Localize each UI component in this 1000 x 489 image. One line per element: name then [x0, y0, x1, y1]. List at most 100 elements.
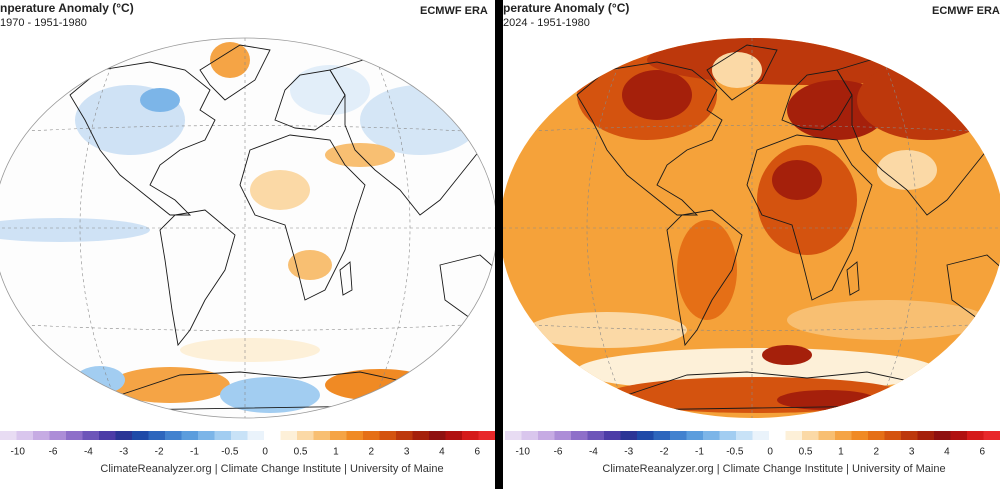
- colorbar-swatch: [379, 431, 397, 440]
- colorbar-swatch: [901, 431, 918, 440]
- colorbar-swatch: [835, 431, 852, 440]
- colorbar-label: -2: [155, 447, 164, 458]
- colorbar-label: -4: [84, 447, 93, 458]
- colorbar-swatch: [884, 431, 902, 440]
- colorbar-swatch: [16, 431, 34, 440]
- colorbar-swatch: [99, 431, 116, 440]
- colorbar-swatch: [604, 431, 621, 440]
- colorbar-label: -6: [49, 447, 58, 458]
- colorbar-swatch: [769, 431, 786, 440]
- colorbar-swatch: [571, 431, 588, 440]
- colorbar-swatch: [950, 431, 968, 440]
- colorbar-label: 6: [475, 447, 481, 458]
- colorbar-swatch: [802, 431, 819, 440]
- colorbar-swatch: [670, 431, 687, 440]
- colorbar-label: 4: [944, 447, 950, 458]
- colorbar-label: -0.5: [221, 447, 239, 458]
- colorbar-swatch: [851, 431, 869, 440]
- colorbar-swatch: [313, 431, 331, 440]
- colorbar-swatch: [505, 431, 522, 440]
- colorbar-label: 0: [262, 447, 268, 458]
- colorbar-swatch: [429, 431, 446, 440]
- data-source: ECMWF ERA: [420, 5, 488, 17]
- map-subtitle: 1970 - 1951-1980: [0, 17, 87, 29]
- colorbar-label: 0: [767, 447, 773, 458]
- colorbar-label: -10: [515, 447, 530, 458]
- colorbar-swatch: [0, 431, 17, 440]
- colorbar-label: 0.5: [294, 447, 308, 458]
- colorbar-swatch: [587, 431, 605, 440]
- colorbar-label: -4: [589, 447, 598, 458]
- divider: [495, 0, 503, 489]
- colorbar-swatch: [330, 431, 347, 440]
- colorbar-swatch: [148, 431, 166, 440]
- colorbar-swatch: [214, 431, 232, 440]
- colorbar-swatch: [554, 431, 572, 440]
- map-subtitle: 2024 - 1951-1980: [503, 17, 590, 29]
- colorbar-swatch: [396, 431, 413, 440]
- map-1970: nperature Anomaly (°C) 1970 - 1951-1980 …: [0, 1, 495, 475]
- colorbar-swatch: [934, 431, 951, 440]
- colorbar-swatch: [538, 431, 555, 440]
- colorbar-swatch: [719, 431, 737, 440]
- colorbar-label: 4: [439, 447, 445, 458]
- colorbar-swatch: [33, 431, 50, 440]
- colorbar-label: -0.5: [726, 447, 744, 458]
- colorbar-label: 0.5: [799, 447, 813, 458]
- colorbar-label: -3: [119, 447, 128, 458]
- colorbar: -10 -6 -4 -3 -2 -1 -0.5 0 0.5 1 2 3 4 6: [0, 431, 495, 458]
- footer: ClimateReanalyzer.org | Climate Change I…: [100, 463, 443, 475]
- colorbar-swatch: [445, 431, 463, 440]
- map-2024: perature Anomaly (°C) 2024 - 1951-1980 E…: [503, 1, 1000, 475]
- colorbar-swatch: [736, 431, 753, 440]
- colorbar-swatch: [198, 431, 215, 440]
- colorbar-swatch: [280, 431, 298, 440]
- colorbar-swatch: [752, 431, 770, 440]
- colorbar-label: -1: [190, 447, 199, 458]
- colorbar-swatch: [181, 431, 199, 440]
- colorbar-swatch: [785, 431, 803, 440]
- colorbar-label: 3: [909, 447, 915, 458]
- colorbar-swatch: [637, 431, 654, 440]
- colorbar-label: -3: [624, 447, 633, 458]
- colorbar-swatch: [82, 431, 100, 440]
- colorbar-swatch: [686, 431, 704, 440]
- colorbar-swatch: [462, 431, 479, 440]
- footer: ClimateReanalyzer.org | Climate Change I…: [602, 463, 945, 475]
- colorbar-swatch: [66, 431, 83, 440]
- colorbar-swatch: [868, 431, 885, 440]
- colorbar-swatch: [132, 431, 149, 440]
- colorbar-swatch: [231, 431, 248, 440]
- colorbar-swatch: [478, 431, 495, 440]
- colorbar-label: 2: [873, 447, 879, 458]
- colorbar-label: -10: [10, 447, 25, 458]
- colorbar-swatch: [620, 431, 638, 440]
- colorbar-label: 6: [980, 447, 986, 458]
- colorbar-label: -1: [695, 447, 704, 458]
- colorbar-label: -6: [554, 447, 563, 458]
- colorbar-swatch: [165, 431, 182, 440]
- data-source: ECMWF ERA5: [932, 5, 1000, 17]
- colorbar-swatch: [346, 431, 364, 440]
- colorbar-swatch: [521, 431, 539, 440]
- colorbar: -10 -6 -4 -3 -2 -1 -0.5 0 0.5 1 2 3 4 6: [505, 431, 1000, 458]
- colorbar-swatch: [49, 431, 67, 440]
- colorbar-swatch: [363, 431, 380, 440]
- colorbar-swatch: [983, 431, 1000, 440]
- colorbar-swatch: [818, 431, 836, 440]
- colorbar-label: 1: [838, 447, 844, 458]
- colorbar-swatch: [703, 431, 720, 440]
- colorbar-swatch: [412, 431, 430, 440]
- colorbar-swatch: [967, 431, 984, 440]
- colorbar-label: 3: [404, 447, 410, 458]
- map-title: perature Anomaly (°C): [503, 1, 629, 15]
- colorbar-swatch: [917, 431, 935, 440]
- map-title: nperature Anomaly (°C): [0, 1, 134, 15]
- colorbar-swatch: [247, 431, 265, 440]
- colorbar-label: -2: [660, 447, 669, 458]
- colorbar-label: 1: [333, 447, 339, 458]
- colorbar-swatch: [264, 431, 281, 440]
- colorbar-swatch: [297, 431, 314, 440]
- colorbar-swatch: [115, 431, 133, 440]
